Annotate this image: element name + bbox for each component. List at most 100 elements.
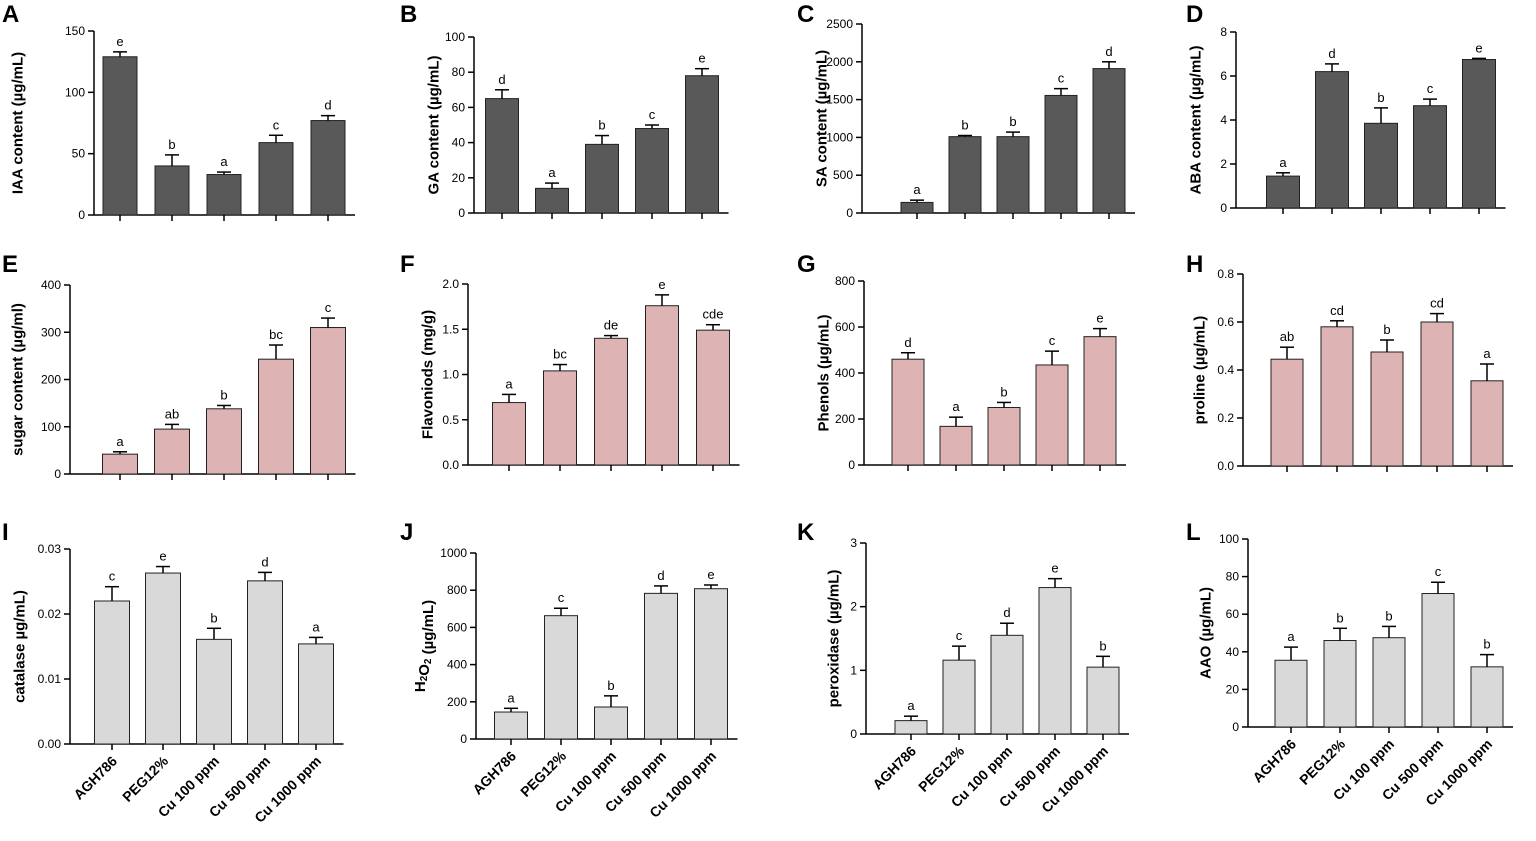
x-tick-label: PEG12% — [517, 747, 569, 799]
x-tick-label: AGH786 — [469, 748, 519, 798]
y-tick-label: 400 — [835, 366, 855, 380]
significance-letter: ab — [165, 406, 179, 421]
bar — [535, 187, 569, 214]
bar — [1083, 336, 1117, 466]
y-tick-label: 0.03 — [38, 542, 62, 556]
significance-letter: c — [956, 628, 963, 643]
bar — [694, 588, 728, 740]
significance-letter: c — [649, 107, 656, 122]
y-tick-label: 800 — [835, 274, 855, 288]
bar — [258, 358, 294, 475]
significance-letter: d — [498, 72, 505, 87]
bar — [298, 643, 334, 745]
y-tick-label: 150 — [65, 24, 85, 38]
y-tick-label: 0.6 — [1217, 315, 1234, 329]
bar — [247, 580, 283, 745]
y-tick-label: 100 — [445, 30, 465, 44]
bar — [1470, 380, 1504, 467]
significance-letter: b — [598, 118, 605, 133]
panel-letter: J — [400, 519, 413, 546]
bar — [1086, 666, 1120, 735]
bar — [1035, 364, 1069, 466]
bar — [585, 143, 619, 214]
y-tick-label: 100 — [65, 85, 85, 99]
y-tick-label: 600 — [447, 620, 467, 634]
y-axis-label: GA content (µg/mL) — [426, 56, 443, 195]
significance-letter: d — [1328, 46, 1335, 61]
y-tick-label: 0 — [1220, 201, 1227, 215]
panel-letter: F — [400, 251, 415, 278]
bar — [1315, 71, 1349, 209]
significance-letter: c — [1427, 81, 1434, 96]
y-tick-label: 40 — [1226, 645, 1240, 659]
significance-letter: a — [1483, 346, 1491, 361]
bar — [206, 174, 242, 216]
significance-letter: d — [324, 98, 331, 113]
significance-letter: a — [548, 165, 556, 180]
y-tick-label: 1.5 — [442, 322, 459, 336]
significance-letter: d — [1003, 605, 1010, 620]
bar — [1092, 68, 1126, 214]
bar — [939, 425, 973, 466]
y-tick-label: 2500 — [826, 17, 853, 31]
bar — [1274, 659, 1308, 728]
panel-letter: L — [1186, 519, 1201, 546]
y-tick-label: 800 — [447, 583, 467, 597]
y-axis-label: sugar content (µg/ml) — [10, 303, 27, 456]
significance-letter: e — [116, 34, 123, 49]
bar — [310, 327, 346, 475]
panel-letter: A — [2, 1, 19, 28]
y-tick-label: 1000 — [826, 130, 853, 144]
significance-letter: ab — [1280, 329, 1294, 344]
bar — [942, 659, 976, 735]
y-tick-label: 0 — [460, 732, 467, 746]
bar — [1323, 640, 1357, 728]
bar — [154, 165, 190, 216]
bar — [948, 136, 982, 214]
y-axis-label: AAO (µg/mL) — [1198, 587, 1215, 679]
y-tick-label: 0 — [78, 208, 85, 222]
y-tick-label: 40 — [452, 136, 466, 150]
y-axis-label: H2O2 (µg/mL) — [412, 600, 437, 692]
significance-letter: e — [698, 51, 705, 66]
y-tick-label: 50 — [72, 147, 86, 161]
y-tick-label: 0.5 — [442, 413, 459, 427]
significance-letter: b — [1483, 637, 1490, 652]
y-axis-label: IAA content (µg/mL) — [10, 52, 27, 194]
significance-letter: de — [604, 318, 618, 333]
panel-letter: C — [797, 1, 814, 28]
panel-G: G 0 200 400 600 800 Phenols (µg/mL) d a b c e — [797, 251, 1126, 472]
significance-letter: c — [1435, 564, 1442, 579]
bar — [996, 136, 1030, 214]
y-axis-label: ABA content (µg/mL) — [1188, 46, 1205, 195]
significance-letter: c — [109, 569, 116, 584]
panel-J: J 0 200 400 600 800 1000 H2O2 (µg/mL) a AGH786 c PE… — [400, 519, 738, 821]
panel-D: D 0 2 4 6 8 ABA content (µg/mL) a d b c e — [1186, 1, 1506, 215]
bar — [1320, 326, 1354, 467]
bar — [1370, 351, 1404, 467]
bar — [206, 408, 242, 475]
y-tick-label: 6 — [1220, 69, 1227, 83]
bar — [685, 75, 719, 214]
significance-letter: b — [1377, 90, 1384, 105]
y-tick-label: 0.00 — [38, 737, 62, 751]
x-tick-label: AGH786 — [1249, 736, 1299, 786]
y-tick-label: 600 — [835, 320, 855, 334]
y-tick-label: 0 — [848, 458, 855, 472]
significance-letter: c — [273, 117, 280, 132]
significance-letter: c — [1058, 71, 1065, 86]
significance-letter: b — [607, 678, 614, 693]
bar — [494, 711, 528, 740]
significance-letter: cd — [1430, 296, 1444, 311]
significance-letter: e — [1051, 561, 1058, 576]
y-axis-label: Phenols (µg/mL) — [816, 315, 833, 432]
bar — [544, 615, 578, 740]
y-tick-label: 20 — [1226, 682, 1240, 696]
significance-letter: a — [507, 690, 515, 705]
bar — [258, 142, 294, 216]
y-tick-label: 2.0 — [442, 277, 459, 291]
significance-letter: a — [913, 182, 921, 197]
panel-letter: K — [797, 519, 815, 546]
